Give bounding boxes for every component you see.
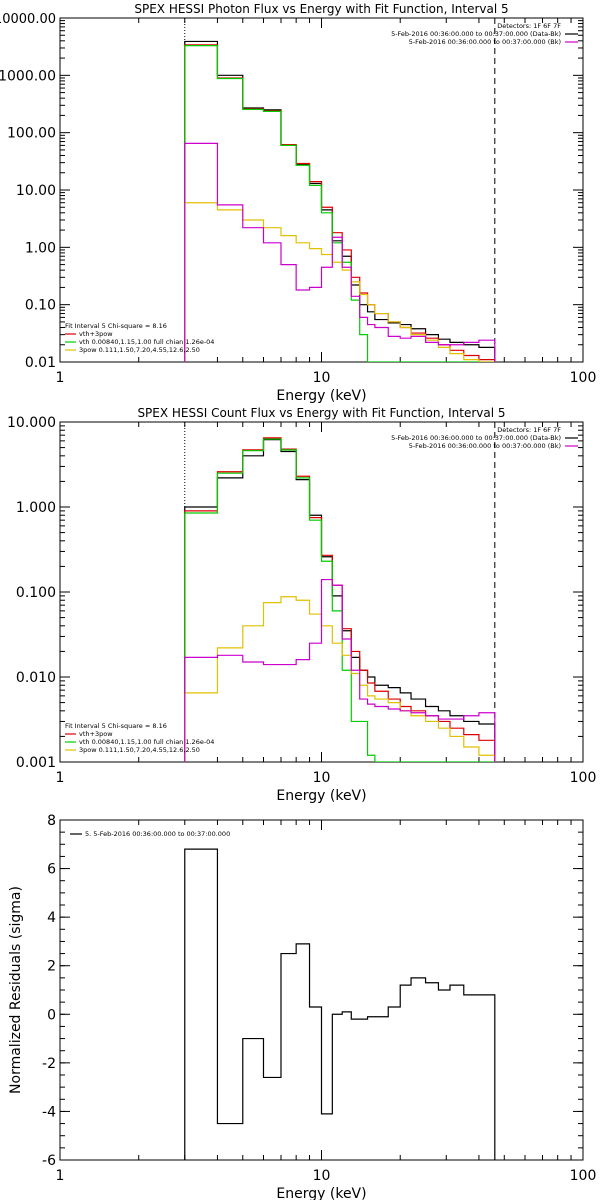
chart-title: SPEX HESSI Photon Flux vs Energy with Fi…: [134, 2, 508, 16]
y-axis-label: Normalized Residuals (sigma): [8, 886, 24, 1094]
series-line-1: [184, 437, 496, 762]
legend-entry-text: 3pow 0.111,1.50,7.20,4.55,12.6,2.50: [79, 346, 200, 354]
series-line-0: [184, 439, 496, 762]
series-line-4: [184, 578, 496, 762]
series-line-2: [184, 45, 496, 362]
legend-entry-text: 5-Feb-2016 00:36:00.000 to 00:37:00.000 …: [391, 30, 561, 38]
y-tick-label: 0.01: [25, 355, 56, 371]
y-tick-label: -6: [42, 1153, 56, 1169]
legend-entry-text: vth 0.00840,1.15,1.00 full chian 1.26e-0…: [79, 738, 214, 746]
y-tick-label: 10.000: [7, 415, 56, 431]
y-tick-label: 4: [47, 910, 56, 926]
legend-entry-text: Fit Interval 5 Chi-square = 8.16: [65, 322, 167, 330]
y-tick-label: 0.100: [16, 585, 56, 601]
chart-title: SPEX HESSI Count Flux vs Energy with Fit…: [137, 406, 505, 420]
y-tick-label: 10000.00: [0, 12, 56, 27]
legend-entry-text: Detectors: 1F 6F 7F: [497, 426, 561, 434]
y-tick-label: 1.000: [16, 500, 56, 516]
x-tick-label: 100: [570, 770, 597, 786]
x-tick-label: 1: [56, 1168, 65, 1184]
y-tick-label: -4: [42, 1104, 56, 1120]
y-tick-label: 8: [47, 813, 56, 829]
x-axis-label: Energy (keV): [276, 788, 366, 804]
x-tick-label: 1: [56, 770, 65, 786]
legend-entry-text: vth+3pow: [79, 330, 113, 338]
y-tick-label: 1000.00: [0, 68, 56, 84]
series-line-3: [184, 596, 496, 762]
y-tick-label: 6: [47, 862, 56, 878]
legend-entry-text: 5-Feb-2016 00:36:00.000 to 00:37:00.000 …: [409, 442, 561, 450]
legend-entry-text: vth 0.00840,1.15,1.00 full chian 1.26e-0…: [79, 338, 214, 346]
x-tick-label: 10: [313, 370, 331, 386]
x-axis-label: Energy (keV): [276, 388, 366, 404]
y-tick-label: 10.00: [16, 183, 56, 199]
y-tick-label: 1.00: [25, 240, 56, 256]
series-line-4: [184, 142, 496, 362]
legend-entry-text: vth+3pow: [79, 730, 113, 738]
x-tick-label: 1: [56, 370, 65, 386]
x-tick-label: 10: [313, 770, 331, 786]
x-tick-label: 100: [570, 370, 597, 386]
y-tick-label: 0.001: [16, 755, 56, 771]
legend-entry-text: 5. 5-Feb-2016 00:36:00.000 to 00:37:00.0…: [85, 830, 230, 838]
y-tick-label: 100.00: [7, 126, 56, 142]
legend-entry-text: Fit Interval 5 Chi-square = 8.16: [65, 722, 167, 730]
y-tick-label: 0: [47, 1007, 56, 1023]
legend-entry-text: Detectors: 1F 6F 7F: [497, 22, 561, 30]
y-tick-label: 0.10: [25, 298, 56, 314]
series-line-2: [184, 438, 496, 762]
y-tick-label: 0.010: [16, 670, 56, 686]
legend-entry-text: 5-Feb-2016 00:36:00.000 to 00:37:00.000 …: [391, 434, 561, 442]
series-line-3: [184, 202, 496, 362]
x-tick-label: 10: [313, 1168, 331, 1184]
x-axis-label: Energy (keV): [276, 1186, 366, 1200]
legend-entry-text: 3pow 0.111,1.50,7.20,4.55,12.6,2.50: [79, 746, 200, 754]
y-tick-label: 2: [47, 959, 56, 975]
x-tick-label: 100: [570, 1168, 597, 1184]
series-line-0: [184, 848, 496, 1160]
series-line-0: [184, 40, 496, 362]
legend-entry-text: 5-Feb-2016 00:36:00.000 to 00:37:00.000 …: [409, 38, 561, 46]
y-tick-label: -2: [42, 1056, 56, 1072]
